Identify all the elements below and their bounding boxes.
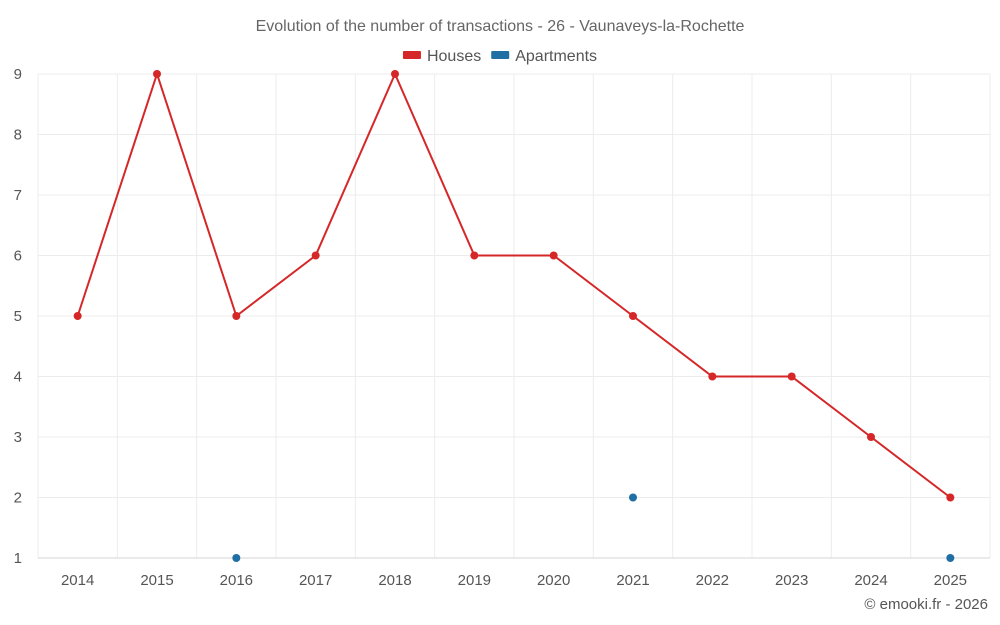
legend-label: Houses	[427, 48, 481, 65]
credit-text: © emooki.fr - 2026	[864, 596, 988, 613]
data-point[interactable]	[470, 251, 479, 260]
data-point[interactable]	[867, 433, 875, 441]
series-layer	[73, 70, 955, 562]
x-tick-label: 2025	[934, 572, 967, 589]
series-apartments	[232, 493, 955, 562]
x-tick-label: 2019	[458, 572, 491, 589]
data-point[interactable]	[946, 493, 955, 502]
legend-item-apartments[interactable]: Apartments	[491, 48, 597, 65]
y-tick-label: 8	[14, 127, 22, 144]
legend-swatch	[491, 51, 510, 59]
legend-swatch	[402, 51, 421, 59]
x-tick-label: 2023	[775, 572, 808, 589]
data-point[interactable]	[232, 554, 241, 562]
x-tick-label: 2020	[537, 572, 570, 589]
x-tick-label: 2015	[140, 572, 173, 589]
x-tick-label: 2017	[299, 572, 332, 589]
data-point[interactable]	[629, 312, 637, 320]
legend[interactable]: Houses Apartments	[402, 48, 597, 65]
data-point[interactable]	[946, 554, 955, 562]
data-point[interactable]	[232, 312, 241, 320]
series-line	[76, 70, 951, 499]
data-point[interactable]	[153, 70, 161, 78]
data-point[interactable]	[73, 312, 82, 320]
y-tick-label: 5	[14, 308, 22, 325]
y-axis: 1 2 3 4 5 6 7 8 9	[14, 66, 22, 567]
x-tick-label: 2021	[616, 572, 649, 589]
data-point[interactable]	[787, 372, 796, 381]
x-axis: 2014 2015 2016 2017 2018 2019 2020 2021 2022 2023…	[38, 557, 990, 589]
y-tick-label: 1	[14, 550, 22, 567]
data-point[interactable]	[391, 70, 399, 78]
series-houses	[73, 70, 955, 502]
y-tick-label: 4	[14, 369, 22, 386]
x-tick-label: 2018	[378, 572, 411, 589]
y-tick-label: 2	[14, 490, 22, 507]
y-tick-label: 6	[14, 248, 22, 265]
data-point[interactable]	[629, 493, 637, 502]
legend-label: Apartments	[515, 48, 597, 65]
x-tick-label: 2016	[220, 572, 253, 589]
x-tick-label: 2024	[854, 572, 887, 589]
y-tick-label: 3	[14, 429, 22, 446]
y-tick-label: 7	[14, 187, 22, 204]
legend-item-houses[interactable]: Houses	[402, 48, 481, 65]
data-point[interactable]	[549, 251, 558, 260]
data-point[interactable]	[311, 251, 320, 260]
x-tick-label: 2014	[61, 572, 94, 589]
x-tick-label: 2022	[696, 572, 729, 589]
y-tick-label: 9	[14, 66, 22, 83]
chart-title: Evolution of the number of transactions …	[256, 18, 745, 35]
data-point[interactable]	[708, 372, 717, 381]
